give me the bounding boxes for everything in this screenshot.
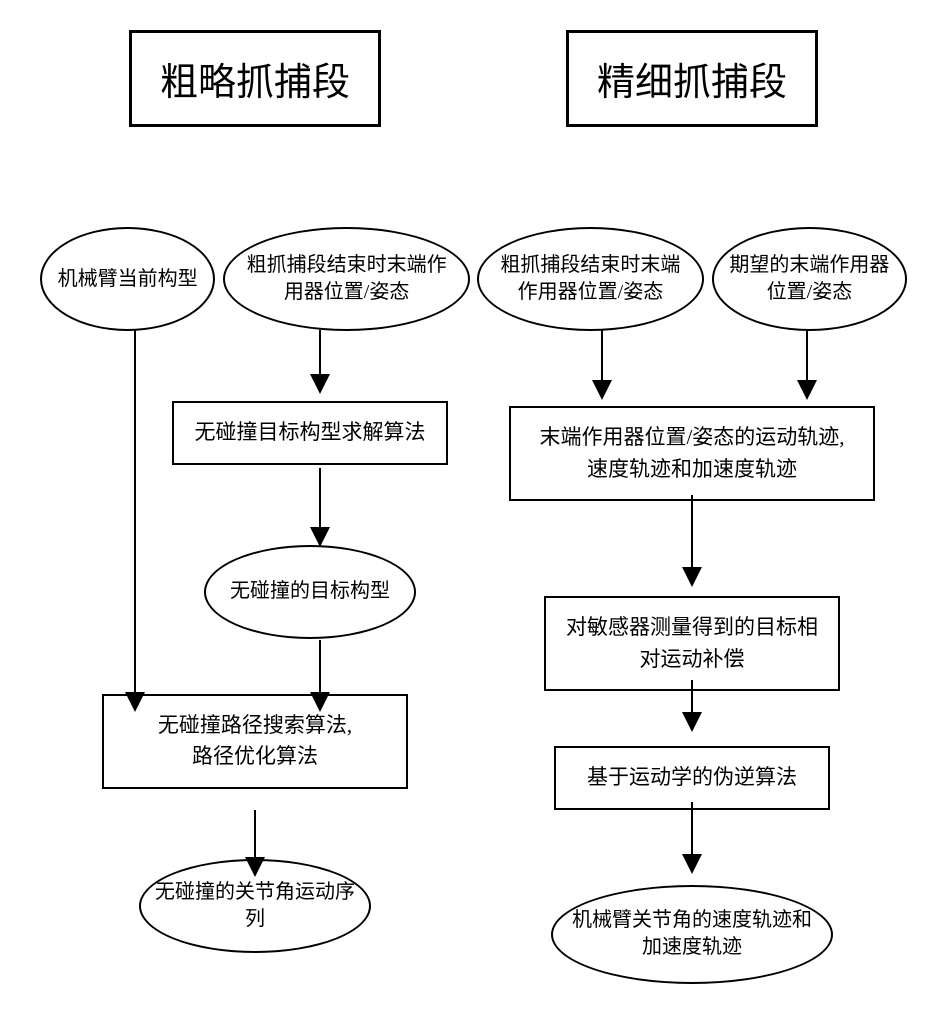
coarse-end-effector-ellipse: 粗抓捕段结束时末端作用器位置/姿态 [223,227,470,331]
fine-capture-column: 精细抓捕段 粗抓捕段结束时末端作用器位置/姿态 期望的末端作用器位置/姿态 末端… [477,30,907,984]
coarse-capture-column: 粗略抓捕段 机械臂当前构型 粗抓捕段结束时末端作用器位置/姿态 无碰撞目标构型求… [40,30,470,984]
coarse-title: 粗略抓捕段 [129,30,381,127]
coarse-inputs-row: 机械臂当前构型 粗抓捕段结束时末端作用器位置/姿态 [40,227,470,331]
path-search-line1: 无碰撞路径搜索算法, [120,710,390,742]
fine-inputs-row: 粗抓捕段结束时末端作用器位置/姿态 期望的末端作用器位置/姿态 [477,227,907,331]
joint-angle-sequence: 无碰撞的关节角运动序列 [139,859,371,953]
joint-velocity-accel-ellipse: 机械臂关节角的速度轨迹和加速度轨迹 [551,885,833,984]
fine-input2-ellipse: 期望的末端作用器位置/姿态 [712,227,907,331]
arm-config-ellipse: 机械臂当前构型 [40,227,215,331]
path-search-optimize: 无碰撞路径搜索算法, 路径优化算法 [102,694,408,789]
path-search-line2: 路径优化算法 [120,741,390,773]
collision-free-target-config: 无碰撞的目标构型 [204,545,416,639]
right-arrows [477,30,907,990]
collision-free-target-solve: 无碰撞目标构型求解算法 [172,401,448,465]
fine-input1-ellipse: 粗抓捕段结束时末端作用器位置/姿态 [477,227,704,331]
trajectory-rect: 末端作用器位置/姿态的运动轨迹, 速度轨迹和加速度轨迹 [509,406,875,501]
pseudo-inverse-rect: 基于运动学的伪逆算法 [554,746,830,810]
left-arrows [40,30,470,990]
fine-title: 精细抓捕段 [566,30,818,127]
sensor-compensation-rect: 对敏感器测量得到的目标相对运动补偿 [544,596,840,691]
